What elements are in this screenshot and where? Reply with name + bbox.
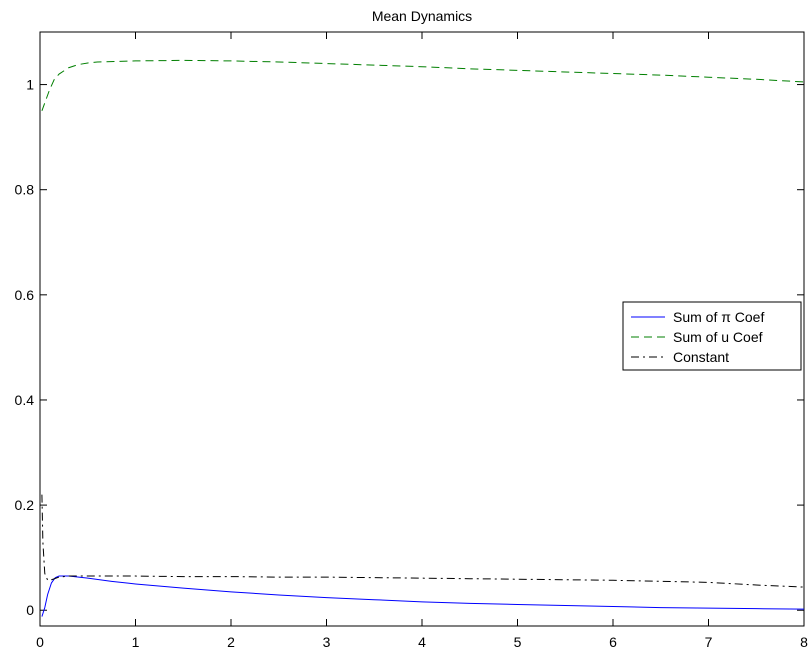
- series-group: [41, 59, 805, 617]
- x-tick-label: 0: [36, 634, 44, 650]
- legend-label: Sum of π Coef: [673, 309, 764, 325]
- x-tick-label: 8: [800, 634, 808, 650]
- x-tick-label: 6: [609, 634, 617, 650]
- legend-label: Sum of u Coef: [673, 329, 763, 345]
- series-line-2: [41, 494, 805, 588]
- legend-box: [622, 301, 802, 371]
- y-tick-label: 0.6: [15, 287, 35, 303]
- series-line-0: [41, 575, 805, 617]
- y-tick-label: 1: [26, 77, 34, 93]
- x-tick-label: 4: [418, 634, 426, 650]
- y-tick-label: 0: [26, 602, 34, 618]
- legend: Sum of π Coef Sum of u Coef Constant: [622, 301, 802, 371]
- y-tick-label: 0.4: [15, 392, 35, 408]
- series-line-1: [41, 59, 805, 112]
- x-tick-label: 3: [323, 634, 331, 650]
- x-tick-label: 7: [705, 634, 713, 650]
- x-tick-label: 2: [227, 634, 235, 650]
- x-tick-label: 5: [514, 634, 522, 650]
- y-tick-label: 0.8: [15, 182, 35, 198]
- legend-label: Constant: [673, 349, 729, 365]
- y-tick-label: 0.2: [15, 497, 35, 513]
- chart-title: Mean Dynamics: [372, 8, 472, 24]
- x-tick-label: 1: [132, 634, 140, 650]
